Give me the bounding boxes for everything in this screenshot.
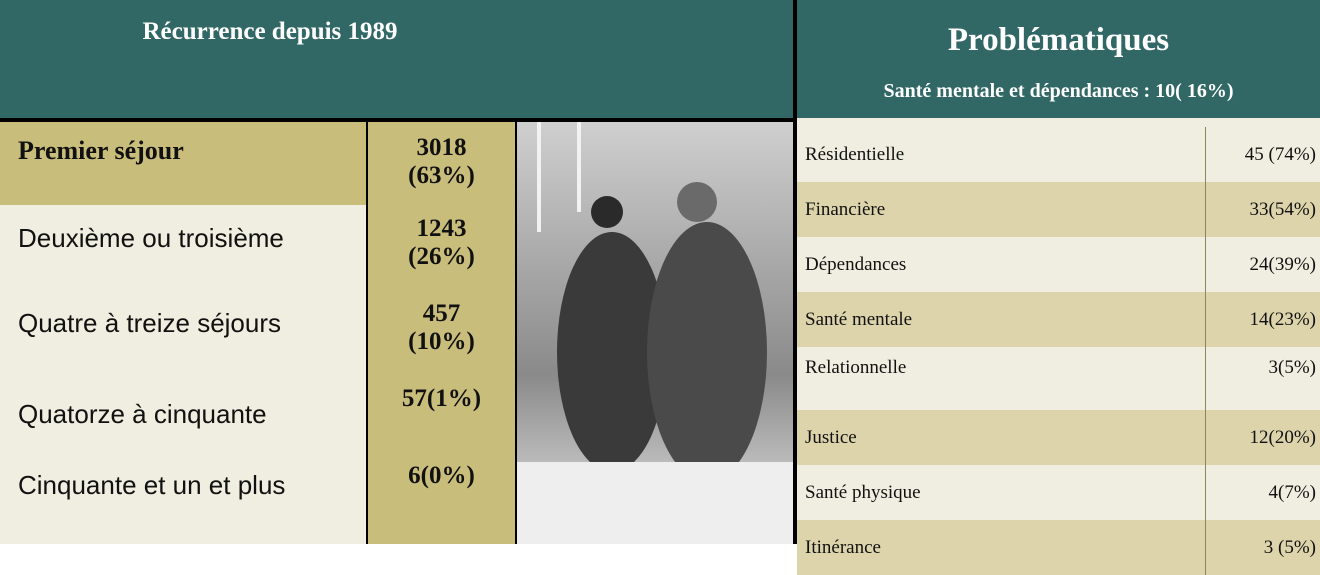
right-subtitle: Santé mentale et dépendances : 10( 16%) — [797, 80, 1320, 103]
row-label-text: Santé physique — [805, 482, 921, 504]
col-border — [515, 122, 517, 544]
row-label-text: Quatre à treize séjours — [18, 308, 281, 339]
row-value-text: 57(1%) — [402, 385, 481, 413]
row-label-text: Dépendances — [805, 254, 906, 276]
row-label: Justice — [797, 410, 1205, 465]
row-label: Santé physique — [797, 465, 1205, 520]
row-label-text: Deuxième ou troisième — [18, 223, 284, 254]
row-value: 3 (5%) — [1205, 520, 1320, 575]
right-gap — [797, 118, 1320, 127]
row-value-text: 24(39%) — [1250, 254, 1316, 276]
row-label-text: Itinérance — [805, 537, 881, 559]
row-value: 12(20%) — [1205, 410, 1320, 465]
row-value-text: 12(20%) — [1250, 427, 1316, 449]
row-label-text: Résidentielle — [805, 144, 904, 166]
row-value: 33(54%) — [1205, 182, 1320, 237]
row-label: Premier séjour — [0, 122, 368, 205]
row-label: Relationnelle — [797, 347, 1205, 410]
row-value: 4(7%) — [1205, 465, 1320, 520]
row-label-text: Financière — [805, 199, 885, 221]
row-label: Dépendances — [797, 237, 1205, 292]
row-label-text: Quatorze à cinquante — [18, 399, 267, 430]
row-value-text: 1243 (26%) — [397, 215, 487, 271]
row-label: Quatre à treize séjours — [0, 290, 368, 375]
right-title: Problématiques — [797, 22, 1320, 59]
left-title: Récurrence depuis 1989 — [0, 18, 540, 46]
row-value-text: 3(5%) — [1269, 357, 1316, 379]
row-label-text: Relationnelle — [805, 357, 906, 379]
row-value: 6(0%) — [368, 452, 515, 544]
row-value-text: 14(23%) — [1250, 309, 1316, 331]
col-border — [366, 122, 368, 544]
row-value-text: 33(54%) — [1250, 199, 1316, 221]
row-label: Itinérance — [797, 520, 1205, 575]
row-label-text: Premier séjour — [18, 136, 184, 166]
row-value-text: 4(7%) — [1269, 482, 1316, 504]
row-value: 1243 (26%) — [368, 205, 515, 290]
row-value: 57(1%) — [368, 375, 515, 452]
row-value: 14(23%) — [1205, 292, 1320, 347]
row-value-text: 6(0%) — [408, 462, 475, 490]
row-value-text: 45 (74%) — [1245, 144, 1316, 166]
row-label: Financière — [797, 182, 1205, 237]
row-label-text: Cinquante et un et plus — [18, 470, 285, 501]
row-value: 3(5%) — [1205, 347, 1320, 410]
row-value: 24(39%) — [1205, 237, 1320, 292]
row-value-text: 457 (10%) — [397, 300, 487, 356]
row-value: 3018 (63%) — [368, 122, 515, 205]
row-value: 45 (74%) — [1205, 127, 1320, 182]
photo — [517, 122, 793, 544]
left-header: Récurrence depuis 1989 — [0, 0, 797, 118]
page: Récurrence depuis 1989 Problématiques Sa… — [0, 0, 1320, 544]
row-label: Santé mentale — [797, 292, 1205, 347]
row-label: Deuxième ou troisième — [0, 205, 368, 290]
row-value-text: 3 (5%) — [1264, 537, 1316, 559]
row-label: Cinquante et un et plus — [0, 452, 368, 544]
row-value: 457 (10%) — [368, 290, 515, 375]
right-header: Problématiques Santé mentale et dépendan… — [797, 0, 1320, 118]
row-label-text: Justice — [805, 427, 857, 449]
row-label: Quatorze à cinquante — [0, 375, 368, 452]
row-value-text: 3018 (63%) — [397, 134, 487, 190]
row-label-text: Santé mentale — [805, 309, 912, 331]
row-label: Résidentielle — [797, 127, 1205, 182]
